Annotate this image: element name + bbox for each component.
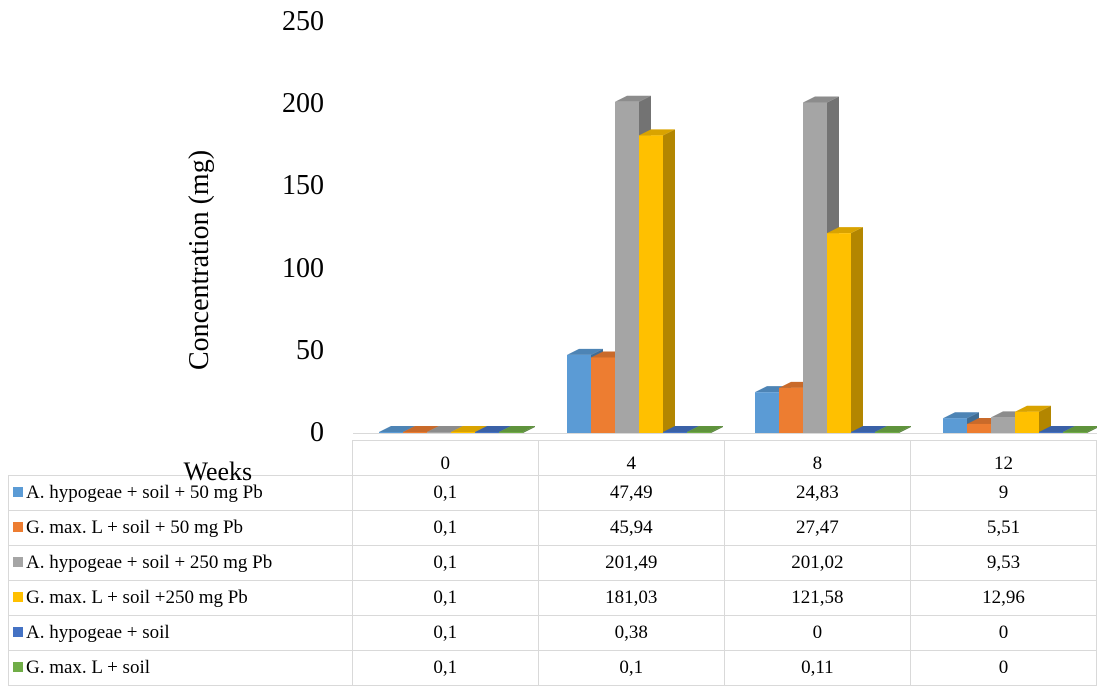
- legend-entry: A. hypogeae + soil: [8, 615, 353, 651]
- table-row: A. hypogeae + soil + 50 mg Pb 0,1 47,49 24,…: [8, 475, 1097, 511]
- data-label: 45,94: [537, 510, 725, 546]
- data-label: 9: [909, 475, 1097, 511]
- data-label: 0,1: [351, 650, 539, 686]
- data-label: 47,49: [537, 475, 725, 511]
- data-label: 181,03: [537, 580, 725, 616]
- legend-entry: G. max. L + soil +250 mg Pb: [8, 580, 353, 616]
- data-label: 0: [723, 615, 911, 651]
- data-label: 12,96: [909, 580, 1097, 616]
- x-axis-title: Weeks: [183, 457, 253, 486]
- legend-entry: G. max. L + soil: [8, 650, 353, 686]
- y-tick-label: 50: [296, 334, 324, 366]
- data-label: 9,53: [909, 545, 1097, 581]
- data-label: 0,1: [351, 510, 539, 546]
- legend-entry: G. max. L + soil + 50 mg Pb: [8, 510, 353, 546]
- series-name: A. hypogeae + soil + 250 mg Pb: [26, 552, 273, 573]
- data-label: 201,02: [723, 545, 911, 581]
- y-axis-title: Concentration (mg): [184, 149, 215, 371]
- category-label: 8: [723, 440, 911, 476]
- data-label: 5,51: [909, 510, 1097, 546]
- legend-swatch: [13, 522, 23, 532]
- legend-swatch: [13, 627, 23, 637]
- data-label: 0: [909, 615, 1097, 651]
- category-label: 0: [351, 440, 539, 476]
- table-row: A. hypogeae + soil + 250 mg Pb 0,1 201,49 2…: [8, 545, 1097, 581]
- series-name: G. max. L + soil +250 mg Pb: [26, 587, 248, 608]
- table-corner: Weeks: [8, 440, 353, 486]
- bar-6-week-8: [875, 426, 911, 433]
- legend-entry: A. hypogeae + soil + 50 mg Pb: [8, 475, 353, 511]
- series-name: A. hypogeae + soil: [26, 622, 170, 643]
- y-tick-label: 200: [282, 88, 324, 120]
- bar-6-week-4: [687, 426, 723, 433]
- table-row: A. hypogeae + soil 0,1 0,38 0 0: [8, 615, 1097, 651]
- table-row: G. max. L + soil 0,1 0,1 0,11 0: [8, 650, 1097, 686]
- table-row: G. max. L + soil +250 mg Pb 0,1 181,03 121,…: [8, 580, 1097, 616]
- y-tick-label: 100: [282, 252, 324, 284]
- category-label: 4: [537, 440, 725, 476]
- chart-plot: [353, 95, 1097, 434]
- data-label: 0,38: [537, 615, 725, 651]
- legend-swatch: [13, 662, 23, 672]
- data-label: 24,83: [723, 475, 911, 511]
- data-label: 0: [909, 650, 1097, 686]
- bar-4-week-4: [639, 129, 675, 434]
- y-tick-label: 150: [282, 170, 324, 202]
- data-label: 0,1: [351, 475, 539, 511]
- series-name: G. max. L + soil + 50 mg Pb: [26, 517, 244, 538]
- data-table: Weeks 0 4 8 12 A. hypogeae + soil + 50 mg Pb 0…: [8, 440, 1097, 686]
- data-label: 0,1: [537, 650, 725, 686]
- data-label: 0,1: [351, 545, 539, 581]
- data-label: 0,1: [351, 580, 539, 616]
- y-tick-label: 0: [310, 417, 324, 448]
- legend-swatch: [13, 487, 23, 497]
- data-label: 27,47: [723, 510, 911, 546]
- legend-swatch: [13, 557, 23, 567]
- data-label: 201,49: [537, 545, 725, 581]
- y-tick-label: 250: [282, 6, 324, 37]
- table-row: G. max. L + soil + 50 mg Pb 0,1 45,94 27,47…: [8, 510, 1097, 546]
- data-label: 0,11: [723, 650, 911, 686]
- data-label: 121,58: [723, 580, 911, 616]
- data-label: 0,1: [351, 615, 539, 651]
- bar-4-week-8: [827, 227, 863, 433]
- category-label: 12: [909, 440, 1097, 476]
- legend-entry: A. hypogeae + soil + 250 mg Pb: [8, 545, 353, 581]
- bar-6-week-12: [1063, 426, 1097, 433]
- bar-6-week-0: [499, 426, 535, 433]
- legend-swatch: [13, 592, 23, 602]
- series-name: A. hypogeae + soil + 50 mg Pb: [26, 482, 263, 503]
- series-name: G. max. L + soil: [26, 657, 151, 678]
- bar-4-week-12: [1015, 405, 1051, 433]
